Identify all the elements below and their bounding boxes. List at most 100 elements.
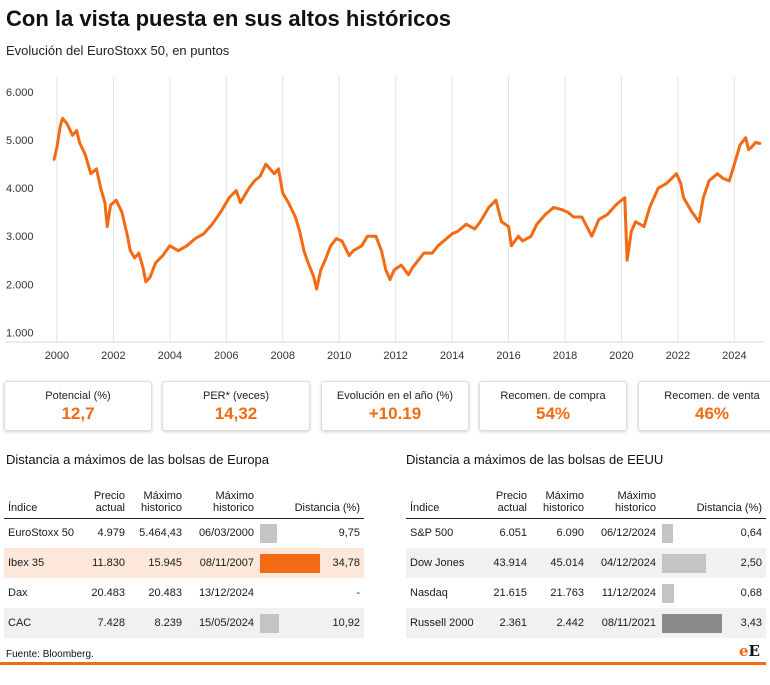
distance-value: 9,75	[338, 527, 360, 540]
max-value: 5.464,43	[139, 527, 182, 540]
col-header-maximo: Máximo historico	[129, 482, 186, 519]
index-name: EuroStoxx 50	[8, 527, 75, 540]
distance-bar	[662, 523, 674, 543]
distance-bar-track	[260, 523, 320, 543]
col-header-precio: Precio actual	[82, 482, 129, 519]
source-note: Fuente: Bloomberg.	[6, 649, 94, 660]
europe-table-title: Distancia a máximos de las bolsas de Eur…	[6, 452, 270, 467]
kpi-compra: Recomen. de compra 54%	[479, 381, 627, 431]
distance-bar	[260, 553, 320, 573]
x-tick-label: 2022	[666, 350, 690, 362]
kpi-label: Recomen. de venta	[664, 390, 760, 402]
current-price: 6.051	[499, 527, 527, 540]
distance-bar-cell	[660, 578, 724, 608]
chart-grid	[6, 76, 764, 343]
distance-value: 34,78	[322, 548, 364, 578]
distance-value: -	[356, 587, 360, 599]
distance-bar	[260, 523, 277, 543]
eleconomista-logo: eE	[739, 642, 760, 660]
distance-bar	[662, 583, 674, 603]
kpi-label: Evolución en el año (%)	[336, 390, 454, 402]
y-tick-label: 6.000	[6, 87, 34, 99]
series-layer	[52, 116, 762, 291]
x-tick-label: 2010	[327, 350, 351, 362]
max-date: 04/12/2024	[588, 548, 660, 578]
x-tick-label: 2004	[158, 350, 182, 362]
table-row: CAC 7.428 8.239 15/05/2024 10,92	[4, 608, 364, 638]
col-header-distancia: Distancia (%)	[258, 482, 364, 519]
distance-bar-cell	[258, 608, 322, 638]
kpi-value: +10.19	[368, 404, 422, 423]
y-tick-label: 1.000	[6, 327, 34, 339]
max-value: 2.442	[531, 608, 588, 638]
kpi-per: PER* (veces) 14,32	[162, 381, 310, 431]
logo-letter-E: E	[748, 642, 760, 660]
kpi-value: 54%	[535, 404, 571, 423]
max-date: 11/12/2024	[601, 587, 656, 599]
distance-bar-track	[260, 613, 320, 633]
usa-table-title: Distancia a máximos de las bolsas de EEU…	[406, 452, 664, 467]
x-tick-label: 2008	[271, 350, 295, 362]
index-name: Dax	[8, 587, 28, 599]
col-header-fecha-maximo: Máximo historico	[588, 482, 660, 519]
distance-bar-cell	[258, 578, 322, 608]
table-row: Dow Jones 43.914 45.014 04/12/2024 2,50	[406, 548, 766, 578]
y-tick-label: 3.000	[6, 231, 34, 243]
index-name: Ibex 35	[4, 548, 82, 578]
max-date: 06/12/2024	[600, 527, 656, 540]
series-line-eurostoxx	[52, 116, 762, 291]
current-price: 2.361	[484, 608, 531, 638]
kpi-potencial: Potencial (%) 12,7	[4, 381, 152, 431]
max-value: 15.945	[129, 548, 186, 578]
logo-letter-e: e	[739, 642, 749, 660]
kpi-value: 12,7	[61, 404, 95, 423]
current-price: 43.914	[484, 548, 531, 578]
chart-subtitle: Evolución del EuroStoxx 50, en puntos	[6, 43, 230, 58]
distance-bar-track	[662, 553, 722, 573]
index-name: Russell 2000	[406, 608, 484, 638]
table-row: Russell 2000 2.361 2.442 08/11/2021 3,43	[406, 608, 766, 638]
distance-bar-track	[260, 584, 320, 603]
x-tick-label: 2024	[722, 350, 746, 362]
x-tick-label: 2020	[609, 350, 633, 362]
max-value: 6.090	[556, 527, 584, 540]
col-header-precio: Precio actual	[484, 482, 531, 519]
kpi-label: PER* (veces)	[202, 390, 270, 402]
usa-table: Índice Precio actual Máximo historico Má…	[406, 482, 766, 638]
x-tick-label: 2018	[553, 350, 577, 362]
x-tick-label: 2000	[45, 350, 69, 362]
kpi-evolucion: Evolución en el año (%) +10.19	[321, 381, 469, 431]
col-header-indice: Índice	[406, 482, 484, 519]
distance-bar	[662, 613, 722, 633]
max-date: 15/05/2024	[186, 608, 258, 638]
distance-bar-track	[662, 523, 722, 543]
distance-bar	[260, 613, 279, 633]
distance-value: 0,64	[740, 527, 762, 540]
max-date: 08/11/2021	[588, 608, 660, 638]
current-price: 4.979	[97, 527, 125, 540]
distance-bar-cell	[258, 548, 322, 578]
index-name: Nasdaq	[410, 587, 448, 599]
kpi-label: Potencial (%)	[45, 390, 111, 402]
x-tick-label: 2016	[496, 350, 520, 362]
distance-value: 10,92	[322, 608, 364, 638]
col-header-distancia: Distancia (%)	[660, 482, 766, 519]
table-row: Ibex 35 11.830 15.945 08/11/2007 34,78	[4, 548, 364, 578]
distance-value: 2,50	[724, 548, 766, 578]
kpi-value: 14,32	[214, 404, 258, 423]
index-name: CAC	[4, 608, 82, 638]
max-value: 45.014	[531, 548, 588, 578]
current-price: 11.830	[82, 548, 129, 578]
y-tick-label: 4.000	[6, 183, 34, 195]
distance-bar-track	[260, 553, 320, 573]
kpi-venta: Recomen. de venta 46%	[638, 381, 770, 431]
current-price: 21.615	[493, 587, 527, 599]
kpi-row: Potencial (%) 12,7 PER* (veces) 14,32 Ev…	[4, 381, 770, 433]
distance-bar-cell	[660, 518, 724, 548]
footer-accent-line	[0, 662, 766, 665]
europe-table-body: EuroStoxx 50 4.979 5.464,43 06/03/2000 9,75 I…	[4, 518, 364, 638]
max-date: 13/12/2024	[198, 587, 254, 599]
current-price: 7.428	[82, 608, 129, 638]
distance-bar-cell	[258, 518, 322, 548]
